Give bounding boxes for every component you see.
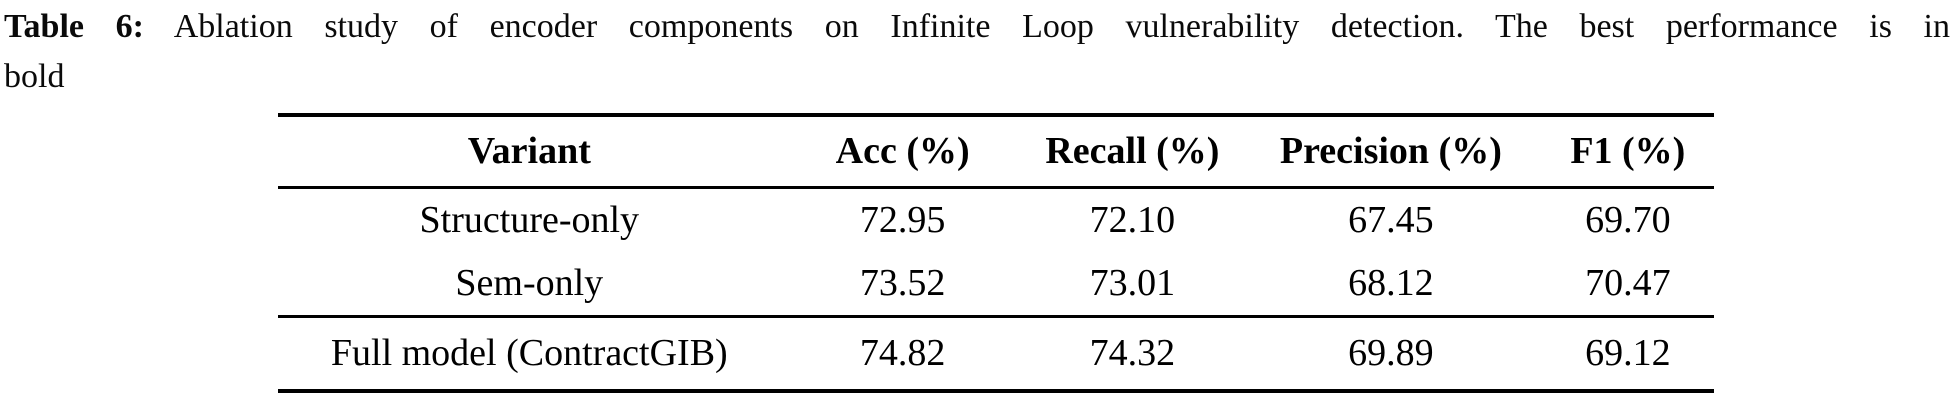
table-row-sem-only: Sem-only 73.52 73.01 68.12 70.47 [278,251,1714,316]
table-caption-line2: bold [4,58,65,95]
table-body: Structure-only 72.95 72.10 67.45 69.70 S… [278,187,1714,391]
table-caption-label: Table 6: [4,8,144,45]
ablation-table: Variant Acc (%) Recall (%) Precision (%)… [278,113,1714,393]
cell-variant: Sem-only [455,261,604,304]
cell-recall: 72.10 [1089,198,1176,241]
cell-recall: 74.32 [1089,332,1176,375]
cell-variant: Full model (ContractGIB) [330,332,728,375]
table-header-row: Variant Acc (%) Recall (%) Precision (%)… [278,115,1714,187]
cell-acc: 72.95 [859,198,946,241]
table-caption-line1: Table 6: Ablation study of encoder compo… [4,2,1950,52]
table-header: Variant Acc (%) Recall (%) Precision (%)… [278,115,1714,187]
header-cell-recall: Recall (%) [1045,130,1220,173]
header-cell-variant: Variant [467,130,591,173]
header-cell-f1: F1 (%) [1570,130,1686,173]
table-caption: Table 6: Ablation study of encoder compo… [4,2,1950,102]
header-cell-precision: Precision (%) [1279,130,1502,173]
cell-precision: 69.89 [1348,332,1434,375]
table-row-full-model: Full model (ContractGIB) 74.82 74.32 69.… [278,316,1714,391]
cell-precision: 67.45 [1348,198,1434,241]
cell-f1: 69.70 [1585,198,1671,241]
cell-acc: 73.52 [859,261,946,304]
header-cell-acc: Acc (%) [835,130,970,173]
cell-f1: 69.12 [1585,332,1671,375]
cell-f1: 70.47 [1585,261,1671,304]
table-caption-text: Ablation study of encoder components on … [173,8,1950,45]
cell-precision: 68.12 [1348,261,1434,304]
cell-recall: 73.01 [1089,261,1176,304]
cell-variant: Structure-only [419,198,640,241]
table-row-structure-only: Structure-only 72.95 72.10 67.45 69.70 [278,187,1714,251]
cell-acc: 74.82 [859,332,946,375]
